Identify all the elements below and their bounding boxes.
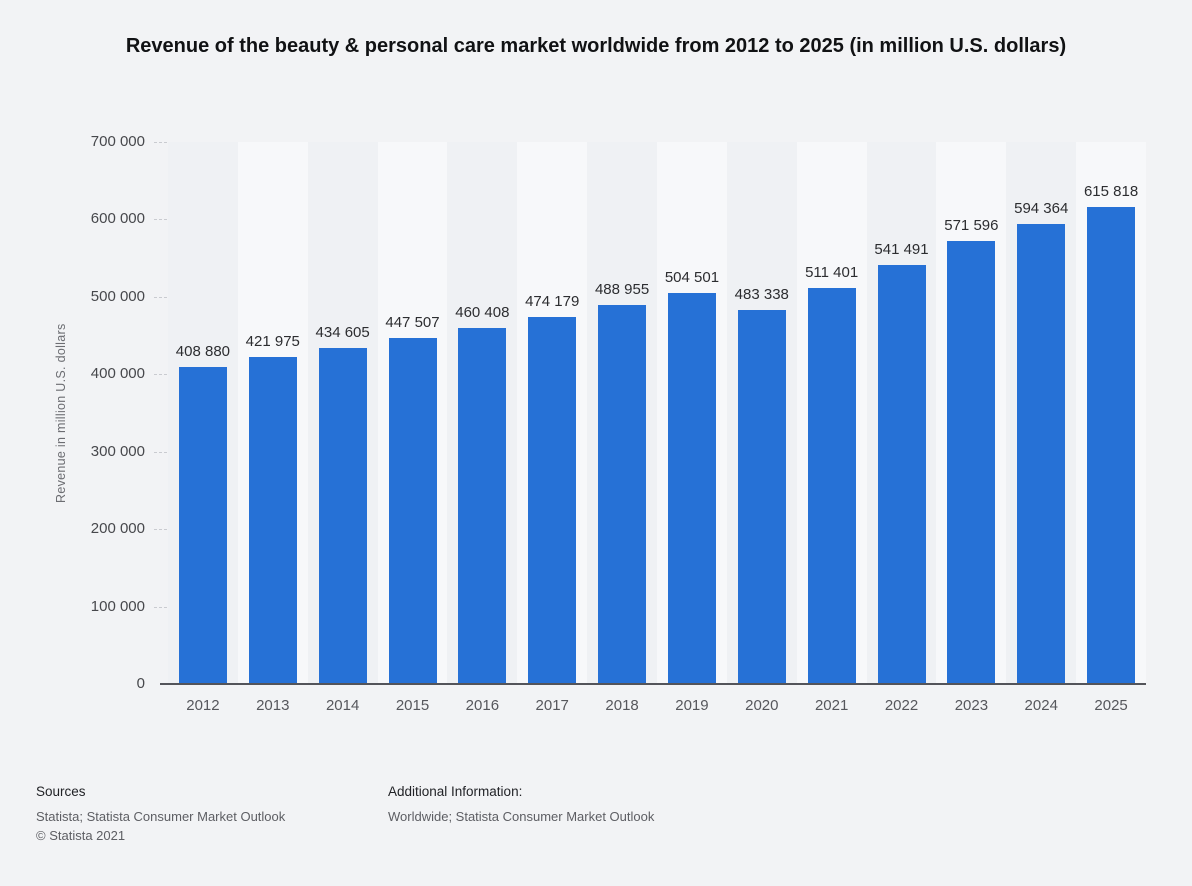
bar-value-label: 615 818 xyxy=(1083,183,1139,201)
x-tick-label: 2023 xyxy=(954,697,989,714)
x-tick-label: 2017 xyxy=(535,697,569,714)
sources-heading: Sources xyxy=(36,784,86,799)
x-tick-label: 2012 xyxy=(186,697,220,714)
x-tick-label: 2016 xyxy=(465,697,500,714)
chart-column: 460 408 2016 xyxy=(447,142,518,714)
chart-column: 504 501 2019 xyxy=(657,142,727,714)
bar-value-label: 488 955 xyxy=(594,281,650,299)
y-tick-label: 100 000 xyxy=(90,597,145,615)
y-tick-label: 700 000 xyxy=(90,133,145,150)
x-tick-label: 2019 xyxy=(675,697,709,714)
bars-container: 408 880 2012 421 975 2013 434 605 2014 447 507… xyxy=(158,142,1147,714)
bar-value-label: 483 338 xyxy=(734,285,789,303)
x-tick-label: 2014 xyxy=(325,697,360,714)
x-tick-label: 2021 xyxy=(814,697,849,714)
bar-value-label: 447 507 xyxy=(385,313,440,331)
bar-2013[interactable] xyxy=(248,357,297,684)
additional-info-text: Worldwide; Statista Consumer Market Outl… xyxy=(388,809,655,824)
x-tick-label: 2020 xyxy=(745,697,779,714)
footer-additional-info: Additional Information: Worldwide; Stati… xyxy=(388,782,654,826)
chart-column: 408 880 2012 xyxy=(168,142,238,714)
y-tick-label: 400 000 xyxy=(90,365,145,383)
bar-2019[interactable] xyxy=(667,293,716,684)
bar-2018[interactable] xyxy=(598,305,647,684)
bar-value-label: 541 491 xyxy=(874,240,929,258)
bar-2014[interactable] xyxy=(318,347,367,684)
chart-column: 483 338 2020 xyxy=(726,142,797,714)
chart-column: 447 507 2015 xyxy=(377,142,448,714)
bar-2024[interactable] xyxy=(1017,223,1066,684)
chart-title: Revenue of the beauty & personal care ma… xyxy=(125,35,1067,57)
bar-2021[interactable] xyxy=(807,288,856,684)
footer-sources: Sources Statista; Statista Consumer Mark… xyxy=(36,782,285,845)
copyright-text: © Statista 2021 xyxy=(36,828,126,843)
y-tick-label: 600 000 xyxy=(90,210,145,228)
chart-column: 474 179 2017 xyxy=(517,142,588,714)
bar-2015[interactable] xyxy=(388,337,437,684)
chart-column: 434 605 2014 xyxy=(307,142,378,714)
y-tick-label: 300 000 xyxy=(90,442,145,460)
bar-value-label: 434 605 xyxy=(315,323,370,341)
bar-value-label: 571 596 xyxy=(944,217,999,235)
y-tick-label: 500 000 xyxy=(90,287,145,305)
y-tick-label: 0 xyxy=(136,675,145,692)
chart-column: 541 491 2022 xyxy=(866,142,937,714)
x-tick-label: 2025 xyxy=(1094,697,1128,714)
bar-value-label: 511 401 xyxy=(805,264,859,281)
bar-2017[interactable] xyxy=(528,316,577,684)
x-tick-label: 2013 xyxy=(256,697,290,714)
bar-2020[interactable] xyxy=(737,309,786,684)
chart-column: 511 401 2021 xyxy=(796,142,867,714)
plot-area: 408 880 2012 421 975 2013 434 605 2014 447 507… xyxy=(154,142,1147,714)
bar-value-label: 504 501 xyxy=(664,269,720,287)
sources-text: Statista; Statista Consumer Market Outlo… xyxy=(36,809,286,824)
chart-column: 594 364 2024 xyxy=(1006,142,1077,714)
chart-column: 488 955 2018 xyxy=(587,142,658,714)
chart-column: 615 818 2025 xyxy=(1076,142,1147,714)
x-tick-label: 2018 xyxy=(605,697,639,714)
bar-value-label: 594 364 xyxy=(1014,199,1069,217)
chart-column: 421 975 2013 xyxy=(237,142,308,714)
bar-2016[interactable] xyxy=(458,327,507,684)
bar-value-label: 460 408 xyxy=(455,303,510,321)
bar-2012[interactable] xyxy=(178,367,227,684)
x-tick-label: 2022 xyxy=(884,697,919,714)
bar-2025[interactable] xyxy=(1087,207,1136,684)
bar-2022[interactable] xyxy=(877,264,926,684)
bar-value-label: 474 179 xyxy=(525,292,580,310)
additional-info-heading: Additional Information: xyxy=(388,784,523,799)
x-tick-label: 2015 xyxy=(395,697,430,714)
chart-column: 571 596 2023 xyxy=(936,142,1007,714)
x-axis-line xyxy=(160,683,1146,685)
bar-value-label: 408 880 xyxy=(175,343,231,361)
x-tick-label: 2024 xyxy=(1024,697,1058,714)
y-tick-label: 200 000 xyxy=(90,520,145,538)
bar-2023[interactable] xyxy=(947,241,996,684)
bar-value-label: 421 975 xyxy=(245,333,300,351)
